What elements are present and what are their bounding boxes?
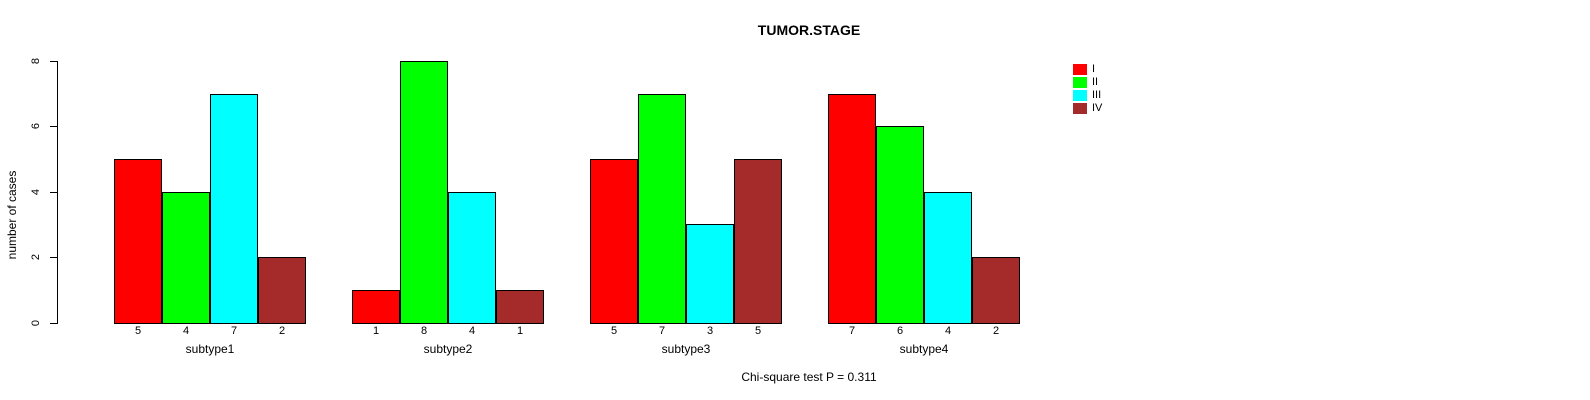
bar-subtype2-stage-I <box>352 289 400 324</box>
bar-count-label: 6 <box>896 325 904 337</box>
y-tick-label: 0 <box>30 319 42 326</box>
bar-count-label: 8 <box>420 325 428 337</box>
bar-subtype3-stage-IV <box>734 159 782 324</box>
bar-count-label: 7 <box>658 325 666 337</box>
legend-item-I: I <box>1073 63 1102 76</box>
group-label-subtype3: subtype3 <box>661 342 711 356</box>
bar-count-label: 7 <box>848 325 856 337</box>
y-axis-line <box>57 61 58 324</box>
bar-count-label: 2 <box>278 325 286 337</box>
bar-count-label: 1 <box>372 325 380 337</box>
group-label-subtype1: subtype1 <box>185 342 235 356</box>
y-tick-mark <box>50 322 57 324</box>
bar-subtype2-stage-II <box>400 61 448 324</box>
y-tick-mark <box>50 126 57 128</box>
legend: I II III IV <box>1073 63 1102 115</box>
bar-subtype4-stage-II <box>876 126 924 324</box>
bar-count-label: 2 <box>992 325 1000 337</box>
bar-count-label: 4 <box>944 325 952 337</box>
legend-label: IV <box>1092 102 1103 114</box>
legend-label: II <box>1092 76 1099 88</box>
bar-subtype1-stage-I <box>114 159 162 324</box>
bar-count-label: 7 <box>230 325 238 337</box>
bar-subtype3-stage-I <box>590 159 638 324</box>
bar-subtype3-stage-III <box>686 224 734 324</box>
bar-subtype1-stage-IV <box>258 257 306 324</box>
bar-count-label: 4 <box>468 325 476 337</box>
bar-subtype2-stage-III <box>448 191 496 324</box>
bar-subtype1-stage-II <box>162 191 210 324</box>
bar-count-label: 5 <box>754 325 762 337</box>
y-tick-label: 8 <box>30 57 42 65</box>
bar-subtype1-stage-III <box>210 93 258 324</box>
bar-subtype4-stage-I <box>828 93 876 324</box>
y-tick-label: 2 <box>30 254 42 261</box>
legend-label: III <box>1092 89 1102 101</box>
bar-subtype3-stage-II <box>638 93 686 324</box>
legend-swatch <box>1073 77 1087 88</box>
group-label-subtype2: subtype2 <box>423 342 473 356</box>
chart-title: TUMOR.STAGE <box>757 22 861 38</box>
legend-item-II: II <box>1073 76 1102 89</box>
y-tick-label: 4 <box>30 188 42 195</box>
group-label-subtype4: subtype4 <box>899 342 949 356</box>
bar-subtype2-stage-IV <box>496 289 544 324</box>
legend-swatch <box>1073 103 1087 114</box>
legend-swatch <box>1073 64 1087 75</box>
legend-item-III: III <box>1073 89 1102 102</box>
y-tick-mark <box>50 191 57 193</box>
bar-count-label: 5 <box>610 325 618 337</box>
bar-count-label: 4 <box>182 325 190 337</box>
legend-item-IV: IV <box>1073 102 1102 115</box>
chi-square-note: Chi-square test P = 0.311 <box>741 370 877 384</box>
bar-count-label: 1 <box>516 325 524 337</box>
bar-count-label: 3 <box>706 325 714 337</box>
legend-label: I <box>1092 63 1096 75</box>
bar-count-label: 5 <box>134 325 142 337</box>
bar-subtype4-stage-IV <box>972 257 1020 324</box>
bar-subtype4-stage-III <box>924 191 972 324</box>
legend-swatch <box>1073 90 1087 101</box>
y-tick-mark <box>50 257 57 259</box>
y-axis-label: number of cases <box>5 170 19 260</box>
y-tick-mark <box>50 61 57 62</box>
y-tick-label: 6 <box>30 123 42 130</box>
